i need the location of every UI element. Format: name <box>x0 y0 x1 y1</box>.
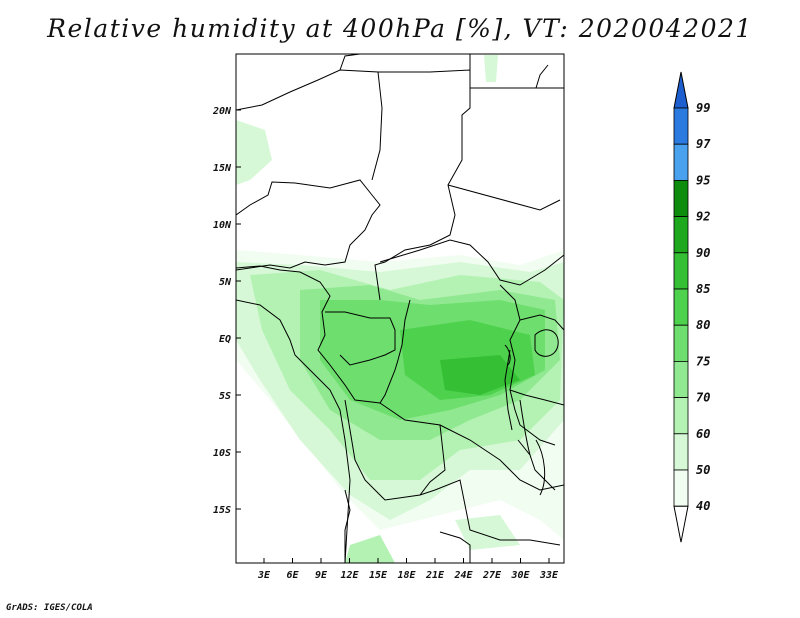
colorbar-swatch <box>673 469 689 507</box>
colorbar-label: 40 <box>696 499 710 513</box>
colorbar-arrow-bottom <box>673 505 689 543</box>
country-borders <box>236 54 564 563</box>
lat-label: 5N <box>219 277 232 288</box>
lat-label: 15N <box>213 163 232 174</box>
lon-label: 21E <box>425 570 445 581</box>
colorbar-label: 70 <box>696 391 710 405</box>
lon-label: 33E <box>539 570 559 581</box>
colorbar-label: 97 <box>696 137 711 151</box>
lon-label: 12E <box>340 570 359 581</box>
humidity-region-north-1 <box>236 120 272 185</box>
lon-label: 3E <box>257 570 271 581</box>
colorbar-label: 75 <box>696 354 710 368</box>
colorbar-label: 60 <box>696 427 710 441</box>
lat-label: 20N <box>212 106 232 117</box>
grads-credit: GrADS: IGES/COLA <box>6 603 93 613</box>
colorbar-label: 95 <box>696 173 710 187</box>
colorbar-swatch <box>673 433 689 471</box>
humidity-field <box>236 55 564 563</box>
colorbar-swatch <box>673 360 689 398</box>
colorbar-swatch <box>673 397 689 435</box>
lon-label: 30E <box>510 570 530 581</box>
lon-label: 18E <box>397 570 416 581</box>
longitude-axis: 3E 6E 9E 12E 15E 18E 21E 24E 27E 30E 33E <box>257 558 559 581</box>
colorbar-arrow-top <box>673 71 689 109</box>
lon-label: 9E <box>315 570 328 581</box>
colorbar-swatch <box>673 288 689 326</box>
colorbar-label: 90 <box>696 246 710 260</box>
colorbar-label: 85 <box>696 282 710 296</box>
lon-label: 27E <box>482 570 502 581</box>
lakes <box>504 329 559 496</box>
lon-label: 24E <box>453 570 473 581</box>
colorbar-swatch <box>673 179 689 217</box>
colorbar-label: 92 <box>696 210 710 224</box>
colorbar-label: 99 <box>696 101 710 115</box>
colorbar-label: 50 <box>696 463 710 477</box>
chart-title: Relative humidity at 400hPa [%], VT: 202… <box>47 14 753 43</box>
lat-label: EQ <box>219 334 231 345</box>
humidity-region-north-2 <box>484 55 498 82</box>
humidity-region-south-2 <box>455 515 520 550</box>
lat-label: 10S <box>213 448 231 459</box>
colorbar-swatch <box>673 143 689 181</box>
colorbar-swatch <box>673 216 689 254</box>
colorbar-swatch <box>673 252 689 290</box>
lat-label: 10N <box>213 220 232 231</box>
lat-label: 15S <box>213 505 231 516</box>
humidity-region-85 <box>440 355 520 395</box>
colorbar-swatch <box>673 107 689 145</box>
lat-label: 5S <box>219 391 231 402</box>
colorbar-swatch <box>673 324 689 362</box>
colorbar-legend: 99 97 95 92 90 85 80 75 70 60 50 40 <box>673 71 711 543</box>
latitude-axis: 20N 15N 10N 5N EQ 5S 10S 15S <box>212 106 241 516</box>
map-frame <box>235 53 565 564</box>
humidity-region-south-1 <box>345 535 395 563</box>
colorbar-label: 80 <box>696 318 710 332</box>
lon-label: 6E <box>286 570 299 581</box>
lon-label: 15E <box>369 570 388 581</box>
